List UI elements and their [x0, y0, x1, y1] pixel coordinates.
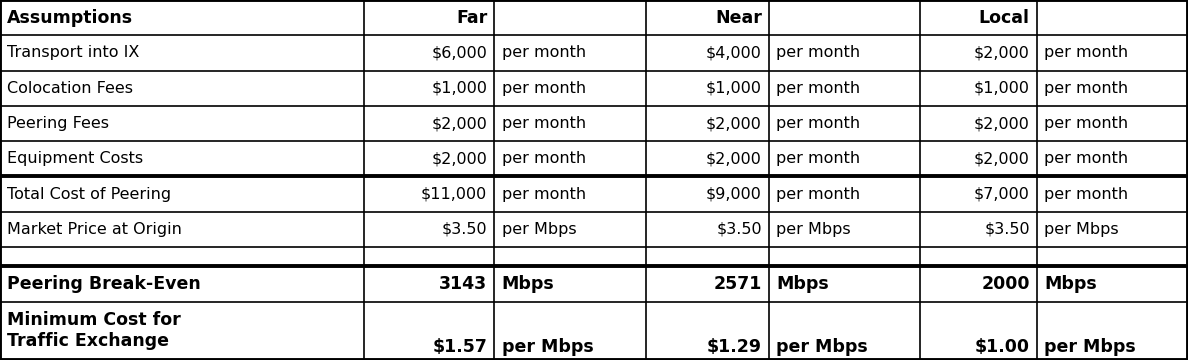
Text: 2000: 2000	[981, 275, 1030, 293]
Text: per month: per month	[1044, 186, 1129, 202]
Text: Total Cost of Peering: Total Cost of Peering	[7, 186, 171, 202]
Text: Assumptions: Assumptions	[7, 9, 133, 27]
Text: per month: per month	[776, 81, 860, 96]
Text: $2,000: $2,000	[431, 116, 487, 131]
Text: per month: per month	[1044, 45, 1129, 60]
Text: per month: per month	[1044, 116, 1129, 131]
Text: per month: per month	[1044, 81, 1129, 96]
Text: $1,000: $1,000	[974, 81, 1030, 96]
Text: per Mbps: per Mbps	[501, 222, 576, 237]
Text: $2,000: $2,000	[706, 151, 762, 166]
Text: Mbps: Mbps	[501, 275, 555, 293]
Text: Far: Far	[456, 9, 487, 27]
Text: $1,000: $1,000	[706, 81, 762, 96]
Text: Mbps: Mbps	[776, 275, 829, 293]
Text: per Mbps: per Mbps	[776, 338, 868, 356]
Text: Peering Break-Even: Peering Break-Even	[7, 275, 201, 293]
Text: Transport into IX: Transport into IX	[7, 45, 139, 60]
Text: $2,000: $2,000	[974, 45, 1030, 60]
Text: per Mbps: per Mbps	[501, 338, 593, 356]
Text: per month: per month	[501, 81, 586, 96]
Text: Equipment Costs: Equipment Costs	[7, 151, 144, 166]
Text: per month: per month	[776, 116, 860, 131]
Text: $1.29: $1.29	[707, 338, 762, 356]
Text: per Mbps: per Mbps	[1044, 338, 1136, 356]
Text: $3.50: $3.50	[442, 222, 487, 237]
Text: Colocation Fees: Colocation Fees	[7, 81, 133, 96]
Text: Peering Fees: Peering Fees	[7, 116, 109, 131]
Text: 3143: 3143	[440, 275, 487, 293]
Text: $4,000: $4,000	[706, 45, 762, 60]
Text: per month: per month	[501, 116, 586, 131]
Text: Near: Near	[715, 9, 762, 27]
Text: $2,000: $2,000	[706, 116, 762, 131]
Text: Minimum Cost for
Traffic Exchange: Minimum Cost for Traffic Exchange	[7, 311, 181, 350]
Text: 2571: 2571	[714, 275, 762, 293]
Text: per month: per month	[501, 151, 586, 166]
Text: per month: per month	[776, 186, 860, 202]
Text: $3.50: $3.50	[984, 222, 1030, 237]
Text: per month: per month	[1044, 151, 1129, 166]
Text: per Mbps: per Mbps	[776, 222, 851, 237]
Text: $11,000: $11,000	[421, 186, 487, 202]
Text: per month: per month	[776, 151, 860, 166]
Text: $2,000: $2,000	[974, 151, 1030, 166]
Text: $1,000: $1,000	[431, 81, 487, 96]
Text: per Mbps: per Mbps	[1044, 222, 1119, 237]
Text: per month: per month	[501, 45, 586, 60]
Text: $1.00: $1.00	[975, 338, 1030, 356]
Text: $7,000: $7,000	[974, 186, 1030, 202]
Text: $6,000: $6,000	[431, 45, 487, 60]
Text: Mbps: Mbps	[1044, 275, 1097, 293]
Text: Local: Local	[979, 9, 1030, 27]
Text: $9,000: $9,000	[706, 186, 762, 202]
Text: per month: per month	[501, 186, 586, 202]
Text: Market Price at Origin: Market Price at Origin	[7, 222, 182, 237]
Text: $3.50: $3.50	[716, 222, 762, 237]
Text: per month: per month	[776, 45, 860, 60]
Text: $1.57: $1.57	[432, 338, 487, 356]
Text: $2,000: $2,000	[974, 116, 1030, 131]
Text: $2,000: $2,000	[431, 151, 487, 166]
